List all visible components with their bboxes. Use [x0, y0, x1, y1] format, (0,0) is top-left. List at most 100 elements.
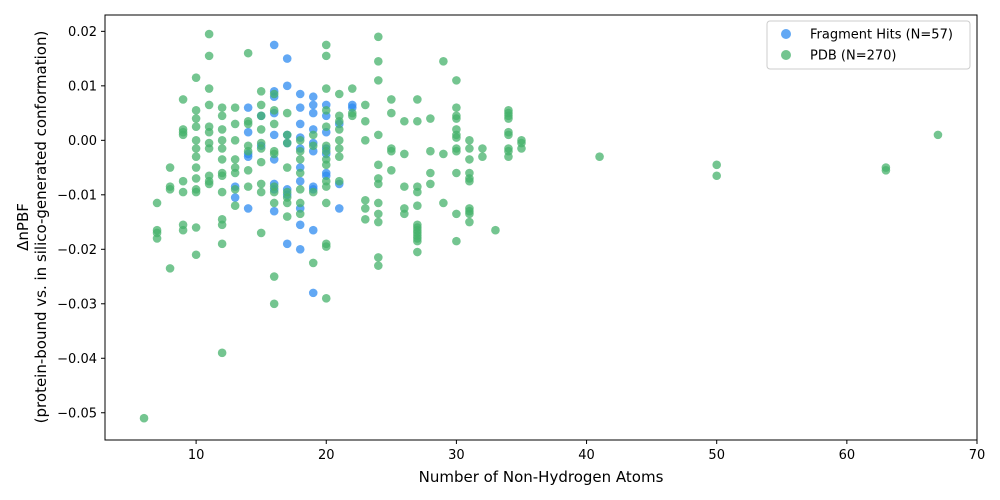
pdb-point	[282, 163, 292, 172]
pdb-point	[191, 223, 201, 232]
pdb-point	[256, 100, 266, 110]
x-tick-label: 40	[578, 448, 595, 463]
fragment-hit-point	[295, 119, 305, 129]
pdb-point	[439, 198, 448, 208]
pdb-point	[465, 209, 474, 219]
pdb-point	[452, 236, 461, 246]
pdb-point	[413, 187, 422, 197]
pdb-point	[452, 133, 461, 142]
pdb-point	[191, 144, 201, 153]
pdb-point	[478, 144, 487, 153]
fragment-hit-point	[243, 103, 253, 112]
pdb-point	[269, 119, 279, 129]
y-tick-label: −0.05	[57, 406, 97, 421]
pdb-point	[217, 144, 227, 153]
legend-label-fragment-hits: Fragment Hits (N=57)	[810, 28, 953, 43]
pdb-point	[595, 152, 604, 161]
pdb-point	[269, 299, 279, 309]
y-axis-label-line2: (protein-bound vs. in silico-generated c…	[32, 31, 50, 424]
pdb-point	[321, 160, 331, 170]
pdb-point	[152, 234, 162, 243]
pdb-point	[217, 171, 227, 181]
pdb-point	[881, 165, 891, 175]
pdb-point	[204, 179, 214, 189]
pdb-point	[269, 106, 279, 115]
pdb-point	[933, 130, 943, 140]
pdb-point	[400, 116, 409, 126]
pdb-point	[374, 209, 383, 219]
pdb-point	[465, 136, 474, 145]
pdb-point	[347, 84, 357, 93]
pdb-point	[334, 125, 344, 134]
fragment-hit-point	[243, 204, 253, 213]
pdb-point	[308, 187, 318, 197]
pdb-point	[374, 217, 383, 227]
y-tick-label: 0.02	[68, 25, 97, 40]
pdb-point	[387, 165, 396, 175]
pdb-point	[361, 116, 370, 126]
pdb-point	[191, 136, 201, 145]
pdb-point	[413, 247, 422, 257]
pdb-point	[191, 174, 201, 183]
fragment-hit-point	[295, 176, 305, 186]
pdb-point	[282, 138, 292, 148]
pdb-point	[230, 168, 240, 178]
legend-frame	[766, 20, 971, 70]
pdb-point	[374, 179, 383, 189]
pdb-point	[217, 348, 227, 358]
pdb-point	[243, 119, 253, 129]
pdb-point	[243, 146, 253, 156]
fragment-hit-point	[334, 204, 344, 213]
legend-marker-pdb	[781, 50, 791, 60]
pdb-point	[295, 168, 305, 178]
pdb-point	[347, 111, 357, 121]
x-tick-label: 60	[839, 448, 856, 463]
pdb-point	[269, 187, 279, 197]
fragment-hit-point	[295, 89, 305, 99]
pdb-point	[334, 136, 344, 145]
pdb-point	[334, 144, 344, 153]
pdb-point	[269, 149, 279, 159]
pdb-point	[387, 95, 396, 104]
y-tick-label: 0.01	[68, 79, 97, 94]
fragment-hit-point	[269, 40, 279, 50]
pdb-point	[191, 122, 201, 131]
pdb-point	[230, 136, 240, 145]
pdb-point	[465, 217, 474, 227]
pdb-point	[321, 198, 331, 208]
pdb-point	[204, 51, 214, 61]
pdb-point	[191, 114, 201, 123]
pdb-point	[321, 146, 331, 156]
pdb-point	[256, 86, 266, 96]
fragment-hit-point	[269, 206, 279, 216]
pdb-point	[217, 111, 227, 121]
pdb-point	[256, 179, 266, 189]
pdb-point	[295, 146, 305, 156]
pdb-point	[504, 130, 513, 140]
pdb-point	[282, 108, 292, 118]
pdb-point	[452, 146, 461, 156]
pdb-point	[426, 179, 435, 189]
pdb-point	[191, 163, 201, 172]
y-tick-label: −0.01	[57, 188, 97, 203]
y-tick-label: −0.02	[57, 243, 97, 258]
pdb-point	[282, 130, 292, 140]
pdb-point	[321, 242, 331, 251]
pdb-point	[374, 57, 383, 66]
fragment-hit-point	[282, 239, 292, 249]
pdb-point	[217, 220, 227, 230]
pdb-point	[334, 152, 344, 161]
fragment-hit-point	[282, 54, 292, 63]
pdb-point	[321, 84, 331, 93]
pdb-point	[504, 152, 513, 161]
fragment-hit-point	[308, 108, 318, 118]
pdb-point	[361, 195, 370, 205]
pdb-point	[165, 163, 175, 172]
pdb-point	[426, 168, 435, 178]
pdb-point	[361, 215, 370, 224]
x-tick-label: 50	[708, 448, 725, 463]
pdb-point	[361, 204, 370, 213]
pdb-point	[465, 144, 474, 153]
pdb-point	[178, 225, 188, 235]
